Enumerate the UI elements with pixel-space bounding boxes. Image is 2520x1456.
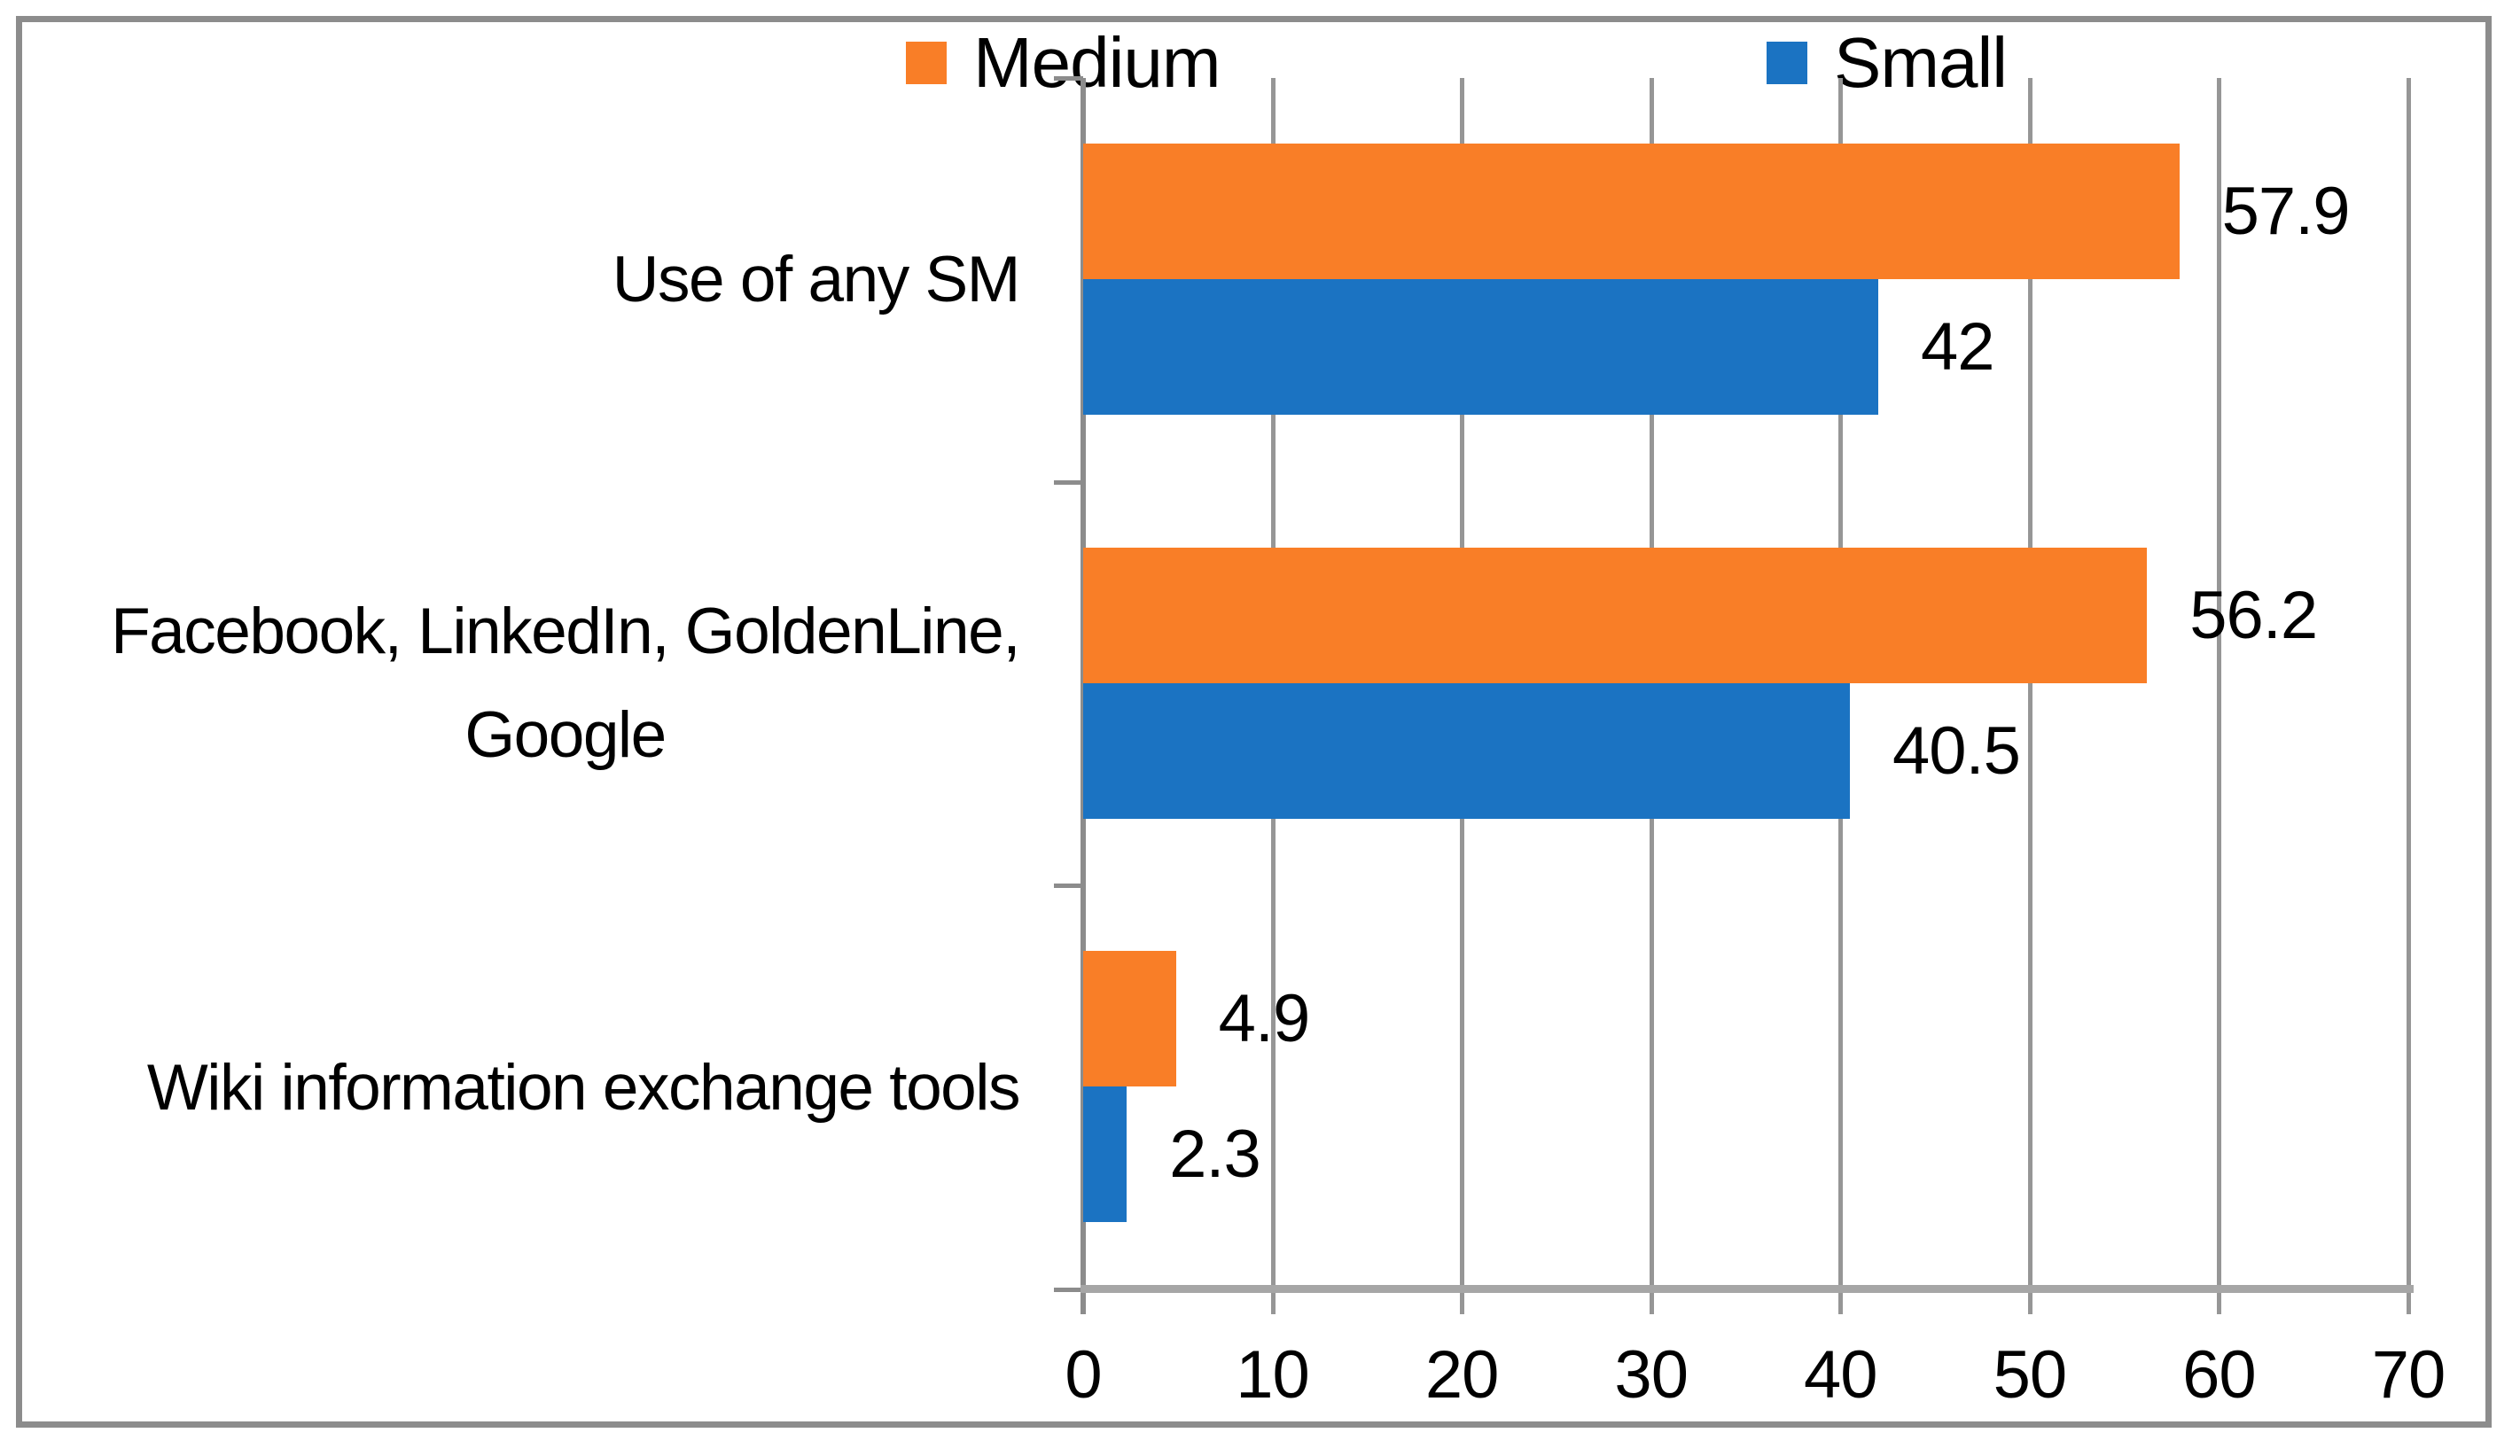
category-axis-tick xyxy=(1054,884,1083,889)
x-axis-tick-label: 50 xyxy=(1993,1337,2068,1413)
x-axis-tick-label: 20 xyxy=(1424,1337,1500,1413)
legend-label-small: Small xyxy=(1834,23,2008,102)
bar-medium-0 xyxy=(1083,144,2180,279)
bar-small-0 xyxy=(1083,279,1878,415)
bar-medium-2 xyxy=(1083,951,1176,1087)
legend-item-small: Small xyxy=(1767,23,2008,102)
legend-swatch-medium-icon xyxy=(906,42,947,84)
gridline xyxy=(2027,78,2032,1314)
x-axis-tick-label: 60 xyxy=(2182,1337,2257,1413)
bar-small-2 xyxy=(1083,1086,1127,1223)
data-label: 40.5 xyxy=(1892,712,2021,789)
category-axis-tick xyxy=(1054,1288,1083,1292)
legend-item-medium: Medium xyxy=(906,23,1221,102)
x-axis-tick-label: 10 xyxy=(1236,1337,1310,1413)
gridline xyxy=(2217,78,2222,1314)
legend-swatch-small-icon xyxy=(1767,42,1807,84)
category-label: Wiki information exchange tools xyxy=(18,885,1021,1289)
gridline xyxy=(2407,78,2411,1314)
data-label: 4.9 xyxy=(1218,981,1311,1057)
category-label: Facebook, LinkedIn, GoldenLine, Google xyxy=(18,482,1020,886)
x-axis-tick-label: 30 xyxy=(1614,1337,1689,1413)
bar-medium-1 xyxy=(1083,547,2148,683)
data-label: 57.9 xyxy=(2221,174,2351,249)
x-axis-tick-label: 70 xyxy=(2371,1337,2446,1413)
data-label: 56.2 xyxy=(2189,577,2318,653)
category-label-text: Use of any SM xyxy=(612,244,1021,316)
x-axis-tick-label: 0 xyxy=(1065,1337,1102,1413)
category-label: Use of any SM xyxy=(18,78,1021,482)
data-label: 2.3 xyxy=(1169,1117,1261,1193)
category-label-text: Facebook, LinkedIn, GoldenLine, Google xyxy=(111,596,1020,772)
legend-label-medium: Medium xyxy=(973,23,1221,102)
category-axis-tick xyxy=(1054,479,1083,485)
bar-small-1 xyxy=(1083,682,1850,819)
legend: Medium Small xyxy=(0,0,2520,115)
chart-border xyxy=(16,16,2492,1428)
data-label: 42 xyxy=(1921,309,1995,385)
category-label-text: Wiki information exchange tools xyxy=(146,1051,1021,1124)
x-axis-tick-label: 40 xyxy=(1804,1337,1878,1413)
category-axis-tick xyxy=(1054,76,1083,81)
x-axis-line xyxy=(1081,1285,2414,1293)
